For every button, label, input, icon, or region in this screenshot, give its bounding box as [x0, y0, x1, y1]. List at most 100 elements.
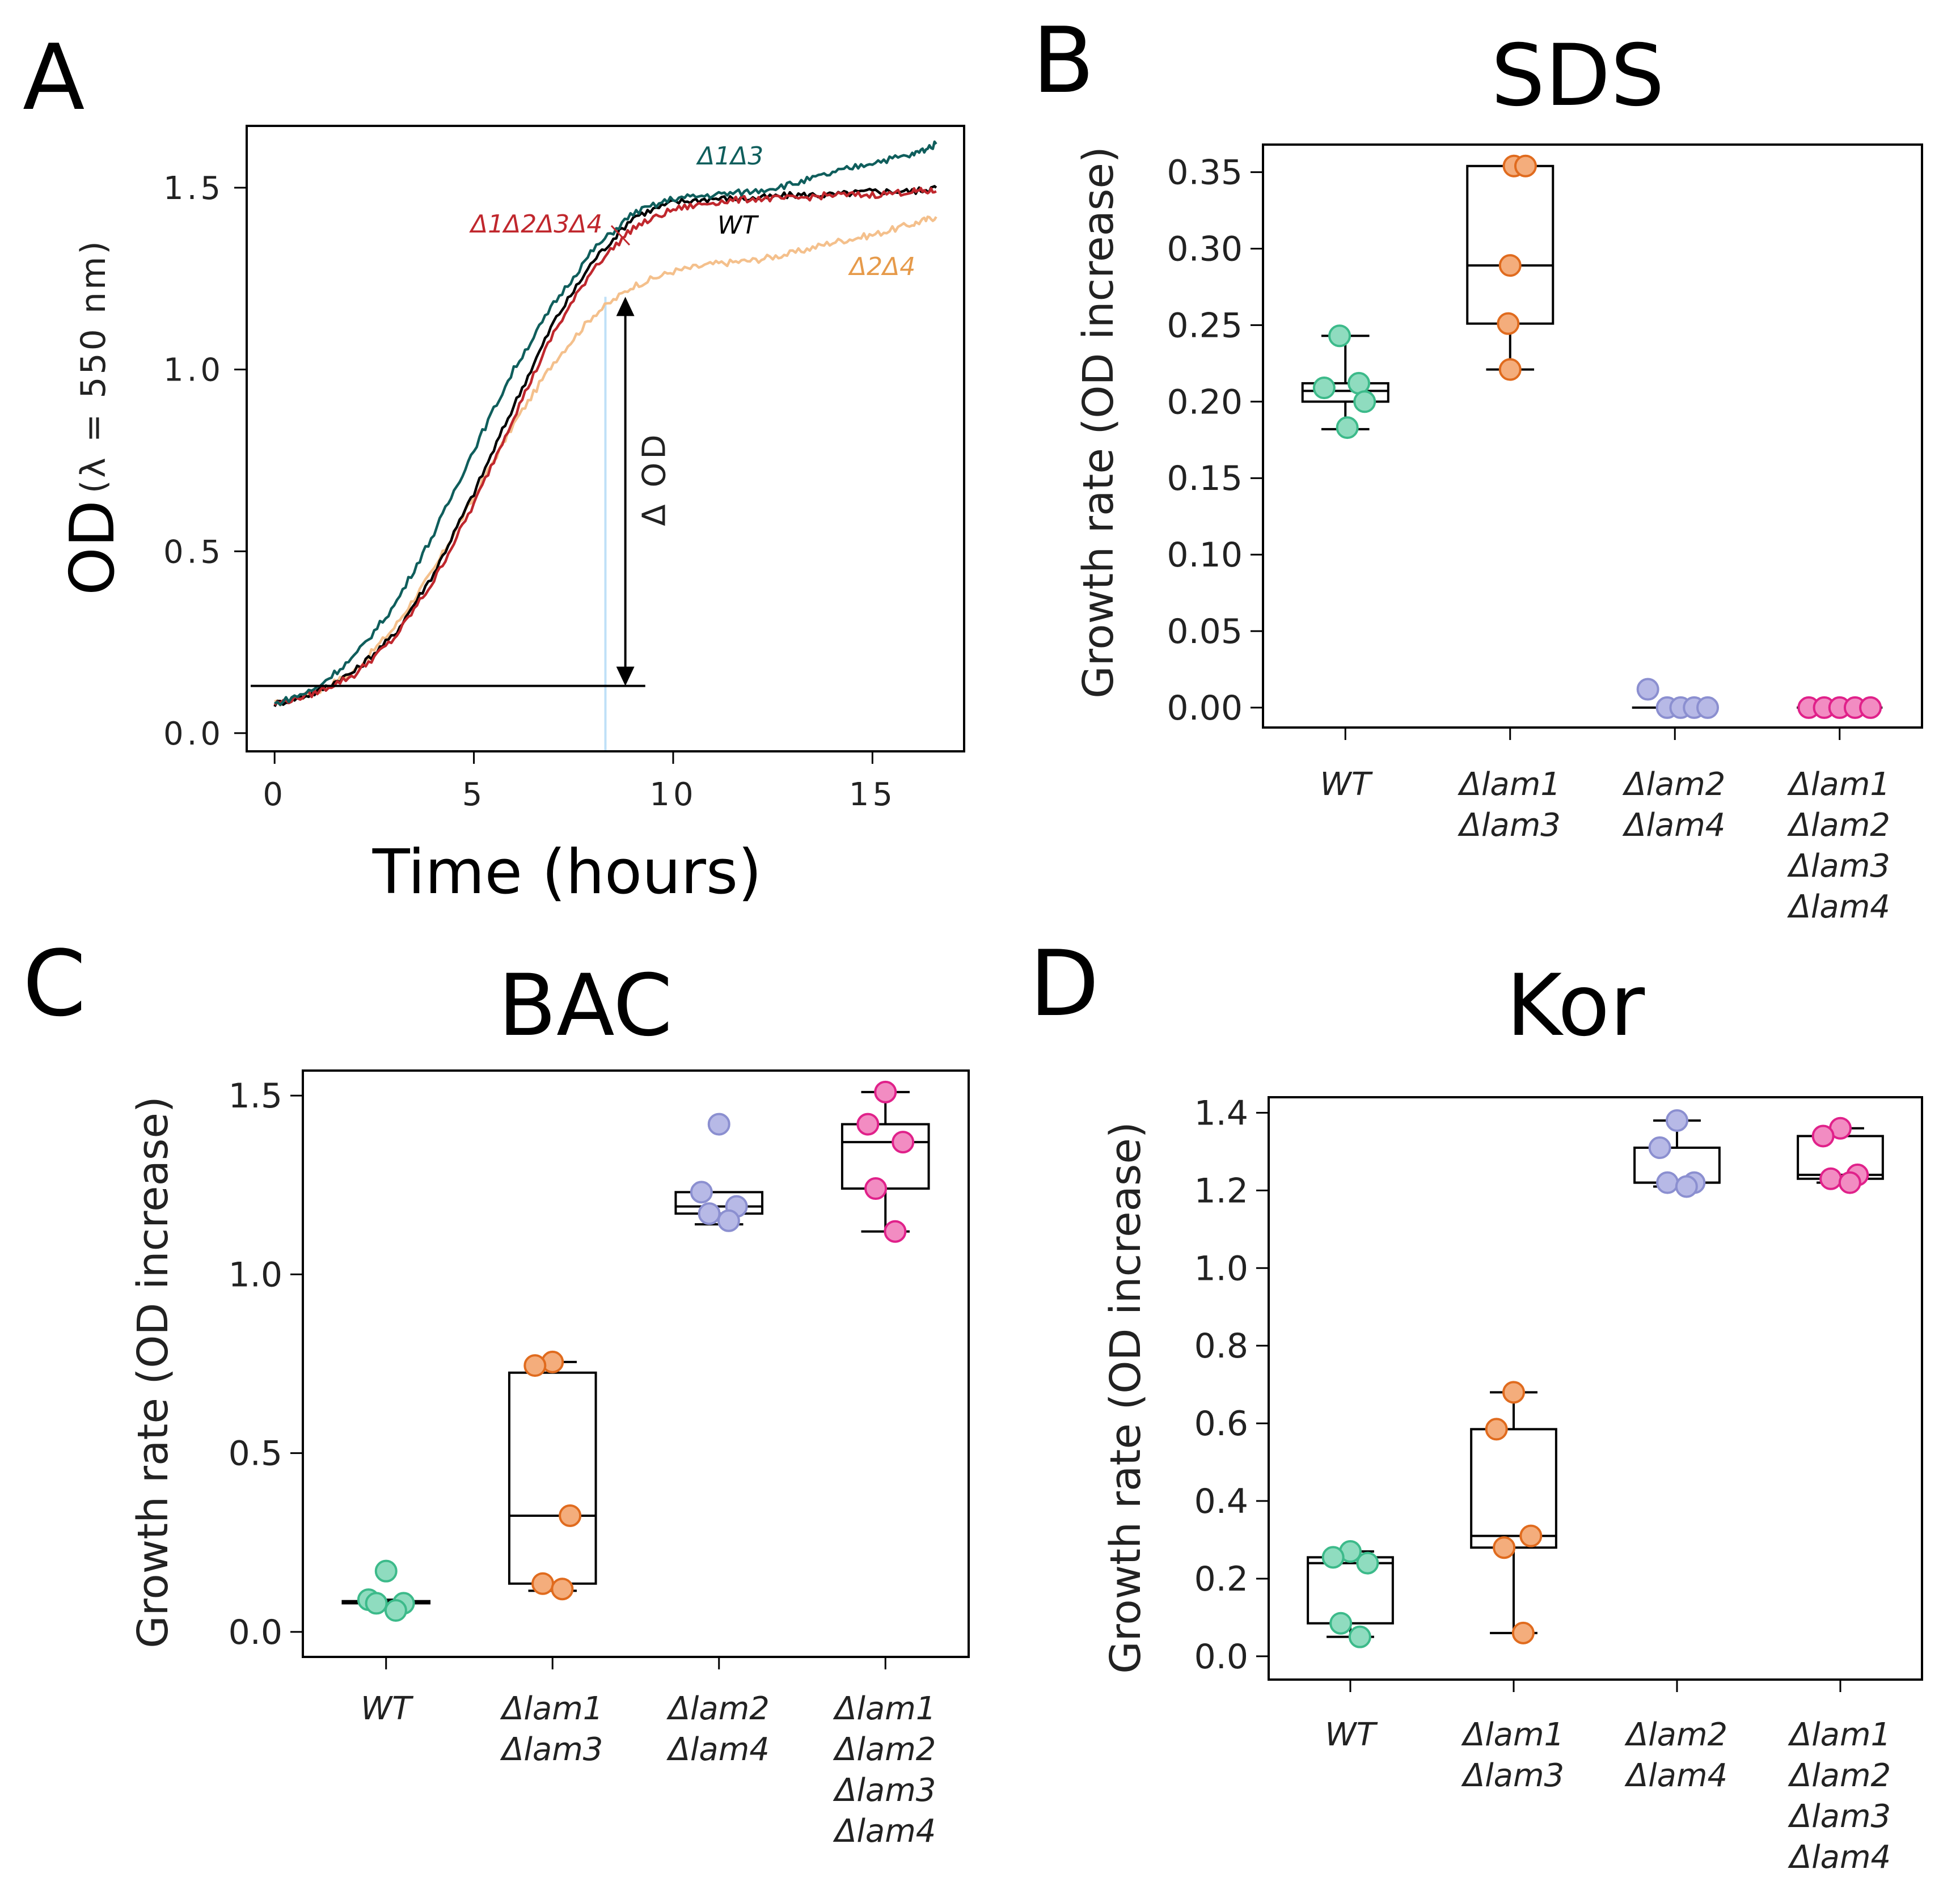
panelD-point — [1838, 1171, 1861, 1194]
panelB-point — [1696, 696, 1720, 719]
panel-a-xtick-label: 15 — [849, 776, 896, 813]
panel-d-kor-boxplot: 0.0 0.2 0.4 0.6 0.8 1.0 1.2 1.4 WT Δlam1 Δlam3 Δlam… — [1194, 1093, 1923, 1876]
panelB-frame — [1262, 143, 1923, 729]
panelC-frame — [302, 1069, 970, 1658]
panelC-point — [856, 1113, 880, 1136]
panelC-category-label: Δlam4 — [666, 1731, 770, 1768]
panel-a-series-label-D2D4: Δ2Δ4 — [848, 252, 915, 281]
panelB-point — [1353, 390, 1376, 413]
panel-a-ytick-label: 0.0 — [163, 716, 224, 752]
panelD-ytick-label: 1.2 — [1194, 1171, 1248, 1211]
panelC-ytick-label: 0.0 — [229, 1613, 282, 1652]
panelB-point — [1336, 416, 1359, 439]
panel-a-series-D2D4 — [274, 215, 937, 707]
panelC-point — [698, 1202, 721, 1225]
panelD-point — [1493, 1536, 1516, 1559]
panelC-category-label: Δlam4 — [833, 1813, 936, 1850]
panelB-category-label: Δlam4 — [1787, 889, 1890, 925]
panelC-box — [508, 1371, 597, 1585]
panelD-category-label: Δlam1 — [1461, 1716, 1564, 1753]
panel-a-label-pointer — [610, 225, 631, 246]
panel-a-xtick-label: 5 — [462, 776, 486, 813]
panelD-point — [1666, 1109, 1688, 1132]
panel-label-c: C — [23, 931, 86, 1037]
panel-c-bac-boxplot: 0.0 0.5 1.0 1.5 WT Δlam1 Δlam3 Δlam2 Δlam4 Δlam1 Δ… — [229, 1069, 970, 1850]
panelC-category-label: Δlam1 — [833, 1690, 936, 1727]
panel-a-xtick-label: 0 — [263, 776, 286, 813]
panelD-point — [1519, 1524, 1543, 1547]
panelC-point — [892, 1131, 915, 1154]
panelD-box — [1307, 1556, 1394, 1625]
panelC-point — [864, 1177, 888, 1200]
panelD-point — [1321, 1546, 1345, 1569]
panelB-ytick-label: 0.10 — [1167, 535, 1243, 575]
panel-a-ylabel: OD (λ = 550 nm) — [57, 239, 128, 595]
panelC-category-label: Δlam3 — [500, 1731, 603, 1768]
panelB-category-label: WT — [1320, 766, 1372, 803]
panelB-category-label: Δlam2 — [1622, 766, 1725, 803]
panelD-box — [1470, 1428, 1557, 1549]
panelB-ytick-label: 0.00 — [1167, 688, 1243, 728]
panelB-box — [1466, 164, 1555, 325]
panelB-ytick-label: 0.25 — [1167, 306, 1243, 345]
panel-a-growth-curves: 0.0 0.5 1.0 1.5 0 5 10 15 Δ OD Δ1Δ3 Δ1Δ2Δ3Δ4 WT Δ2Δ4 — [163, 125, 965, 813]
panelD-ytick-label: 1.0 — [1194, 1249, 1248, 1288]
panel-a-arrow-head-down — [616, 666, 635, 686]
panelB-point — [1636, 678, 1659, 701]
panel-c-ylabel: Growth rate (OD increase) — [129, 1096, 178, 1648]
panelC-point — [884, 1220, 907, 1243]
panelB-category-label: Δlam4 — [1622, 807, 1725, 844]
panelB-point — [1498, 358, 1522, 381]
panelC-point — [690, 1181, 713, 1204]
panelD-category-label: Δlam3 — [1461, 1757, 1564, 1794]
panelD-box — [1797, 1135, 1884, 1180]
panelD-point — [1502, 1381, 1525, 1404]
panelC-category-label: Δlam2 — [666, 1690, 770, 1727]
panelB-category-label: Δlam3 — [1458, 807, 1561, 844]
panelD-ytick-label: 0.2 — [1194, 1559, 1248, 1599]
panelD-ytick-label: 1.4 — [1194, 1093, 1248, 1133]
panelD-category-label: Δlam4 — [1788, 1839, 1891, 1876]
panel-a-xtick-label: 10 — [649, 776, 696, 813]
panel-b-title: SDS — [1491, 27, 1665, 125]
panelB-ytick-label: 0.05 — [1167, 612, 1243, 652]
panel-c-title: BAC — [498, 957, 673, 1055]
panelC-point — [551, 1578, 574, 1601]
panelD-point — [1348, 1625, 1371, 1648]
panelD-category-label: Δlam1 — [1788, 1716, 1891, 1753]
panelD-point — [1648, 1136, 1671, 1160]
panelC-ytick-label: 0.5 — [229, 1434, 282, 1474]
panelC-ytick-label: 1.5 — [229, 1076, 282, 1116]
panelD-ytick-label: 0.6 — [1194, 1404, 1248, 1444]
panel-a-series-D1D2D3D4 — [273, 187, 937, 706]
panel-b-sds-boxplot: 0.00 0.05 0.10 0.15 0.20 0.25 0.30 0.35 WT Δlam1 Δ… — [1167, 143, 1923, 925]
panelB-point — [1498, 254, 1522, 277]
panel-a-ytick-label: 0.5 — [163, 534, 224, 570]
panelB-point — [1859, 696, 1882, 719]
panelD-point — [1485, 1418, 1508, 1441]
panelC-box — [840, 1123, 930, 1190]
panelC-category-label: Δlam2 — [833, 1731, 936, 1768]
panelB-category-label: Δlam2 — [1787, 807, 1890, 844]
panelC-category-label: WT — [361, 1690, 413, 1727]
panelD-point — [1656, 1171, 1679, 1194]
panelD-category-label: Δlam3 — [1788, 1798, 1891, 1835]
panelB-point — [1312, 377, 1336, 400]
panelD-ytick-label: 0.4 — [1194, 1482, 1248, 1521]
panelC-point — [559, 1504, 582, 1527]
panelD-ytick-label: 0.0 — [1194, 1637, 1248, 1677]
panel-a-xlabel: Time (hours) — [372, 837, 762, 908]
panelB-ytick-label: 0.20 — [1167, 382, 1243, 422]
panelC-category-label: Δlam3 — [833, 1772, 936, 1809]
panelD-point — [1356, 1551, 1379, 1575]
panelC-point — [523, 1354, 547, 1377]
panel-a-frame — [246, 125, 965, 752]
panelB-point — [1514, 154, 1537, 177]
panelB-ytick-label: 0.35 — [1167, 153, 1243, 193]
panel-label-d: D — [1029, 931, 1099, 1037]
panelC-point — [374, 1559, 398, 1583]
panel-a-ytick-label: 1.5 — [163, 170, 224, 207]
panelC-category-label: Δlam1 — [500, 1690, 603, 1727]
panelB-category-label: Δlam3 — [1787, 848, 1890, 885]
